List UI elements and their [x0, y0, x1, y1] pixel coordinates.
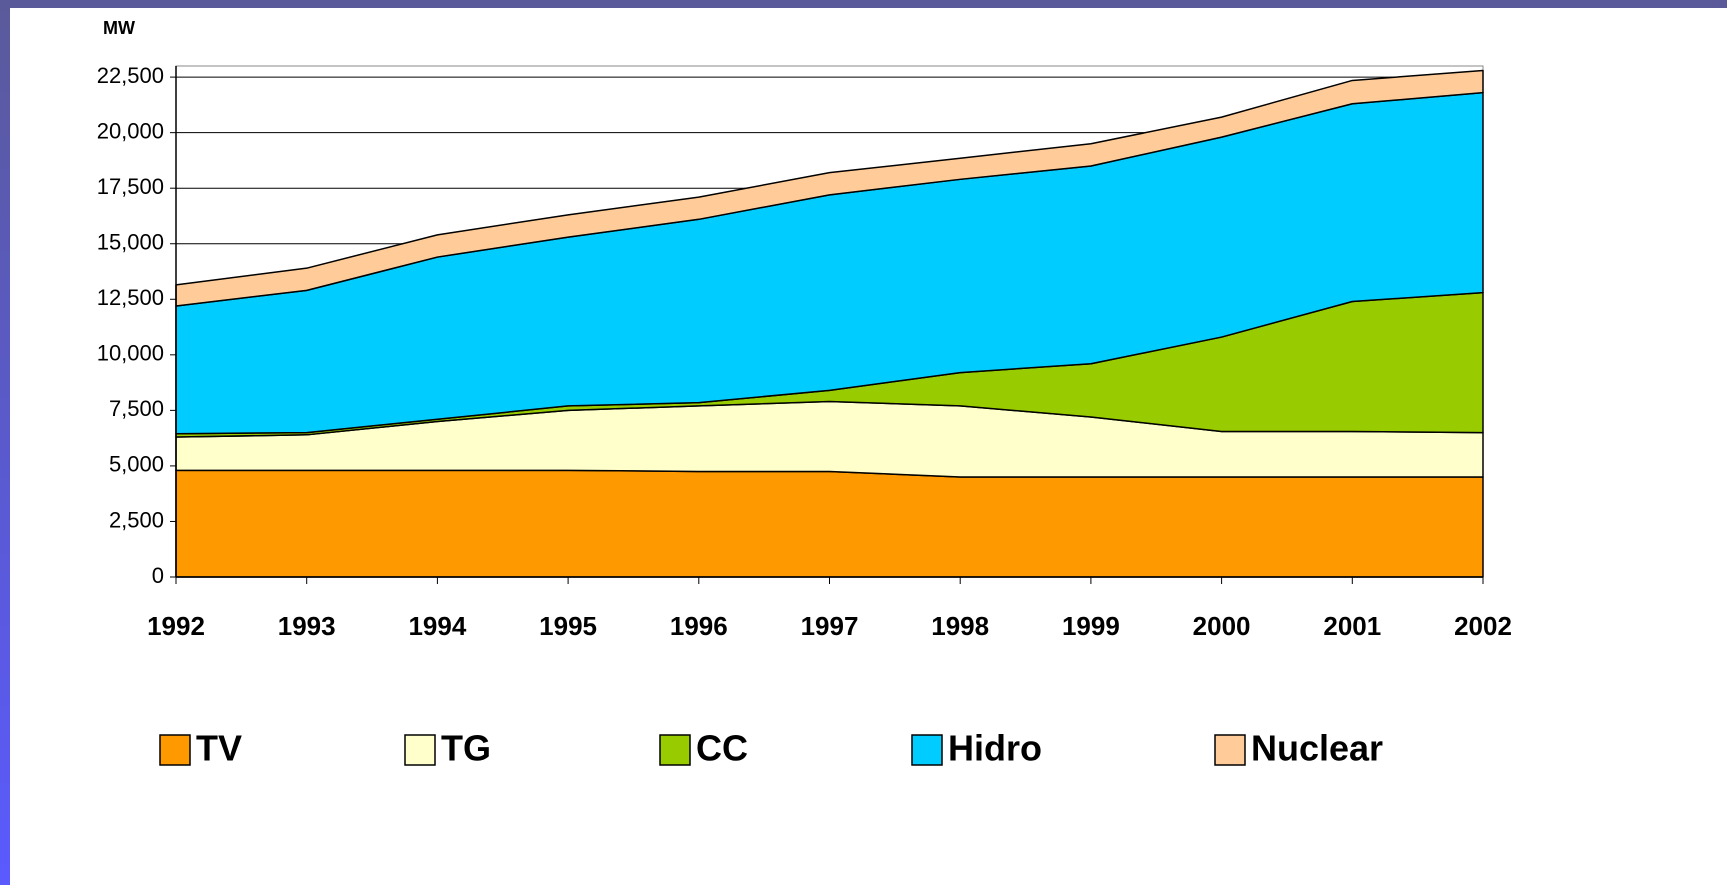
x-tick-label: 1994: [408, 611, 466, 641]
legend-swatch: [659, 734, 691, 766]
x-tick-label: 1995: [539, 611, 597, 641]
x-tick-label: 1998: [931, 611, 989, 641]
legend-swatch: [159, 734, 191, 766]
legend-label: Nuclear: [1251, 728, 1383, 769]
x-tick-label: 1999: [1062, 611, 1120, 641]
legend-swatch: [911, 734, 943, 766]
x-tick-label: 1992: [147, 611, 205, 641]
y-tick-label: 7,500: [109, 396, 164, 421]
y-tick-label: 2,500: [109, 507, 164, 532]
x-tick-label: 1993: [278, 611, 336, 641]
area: [175, 69, 1484, 307]
x-tick-label: 2001: [1323, 611, 1381, 641]
legend-label: Hidro: [948, 728, 1042, 769]
y-tick-label: 15,000: [97, 230, 164, 255]
y-tick-label: 20,000: [97, 118, 164, 143]
x-tick-label: 1997: [801, 611, 859, 641]
legend-swatch: [1214, 734, 1246, 766]
x-tick-label: 1996: [670, 611, 728, 641]
area: [175, 469, 1484, 578]
legend-swatch: [404, 734, 436, 766]
y-tick-label: 12,500: [97, 285, 164, 310]
y-tick-label: 5,000: [109, 452, 164, 477]
y-axis-label: MW: [103, 18, 135, 38]
y-tick-label: 0: [152, 563, 164, 588]
legend-label: CC: [696, 728, 748, 769]
legend-label: TV: [196, 728, 242, 769]
y-tick-label: 22,500: [97, 63, 164, 88]
y-tick-label: 17,500: [97, 174, 164, 199]
legend-label: TG: [441, 728, 491, 769]
x-tick-label: 2002: [1454, 611, 1512, 641]
x-tick-label: 2000: [1193, 611, 1251, 641]
y-tick-label: 10,000: [97, 341, 164, 366]
